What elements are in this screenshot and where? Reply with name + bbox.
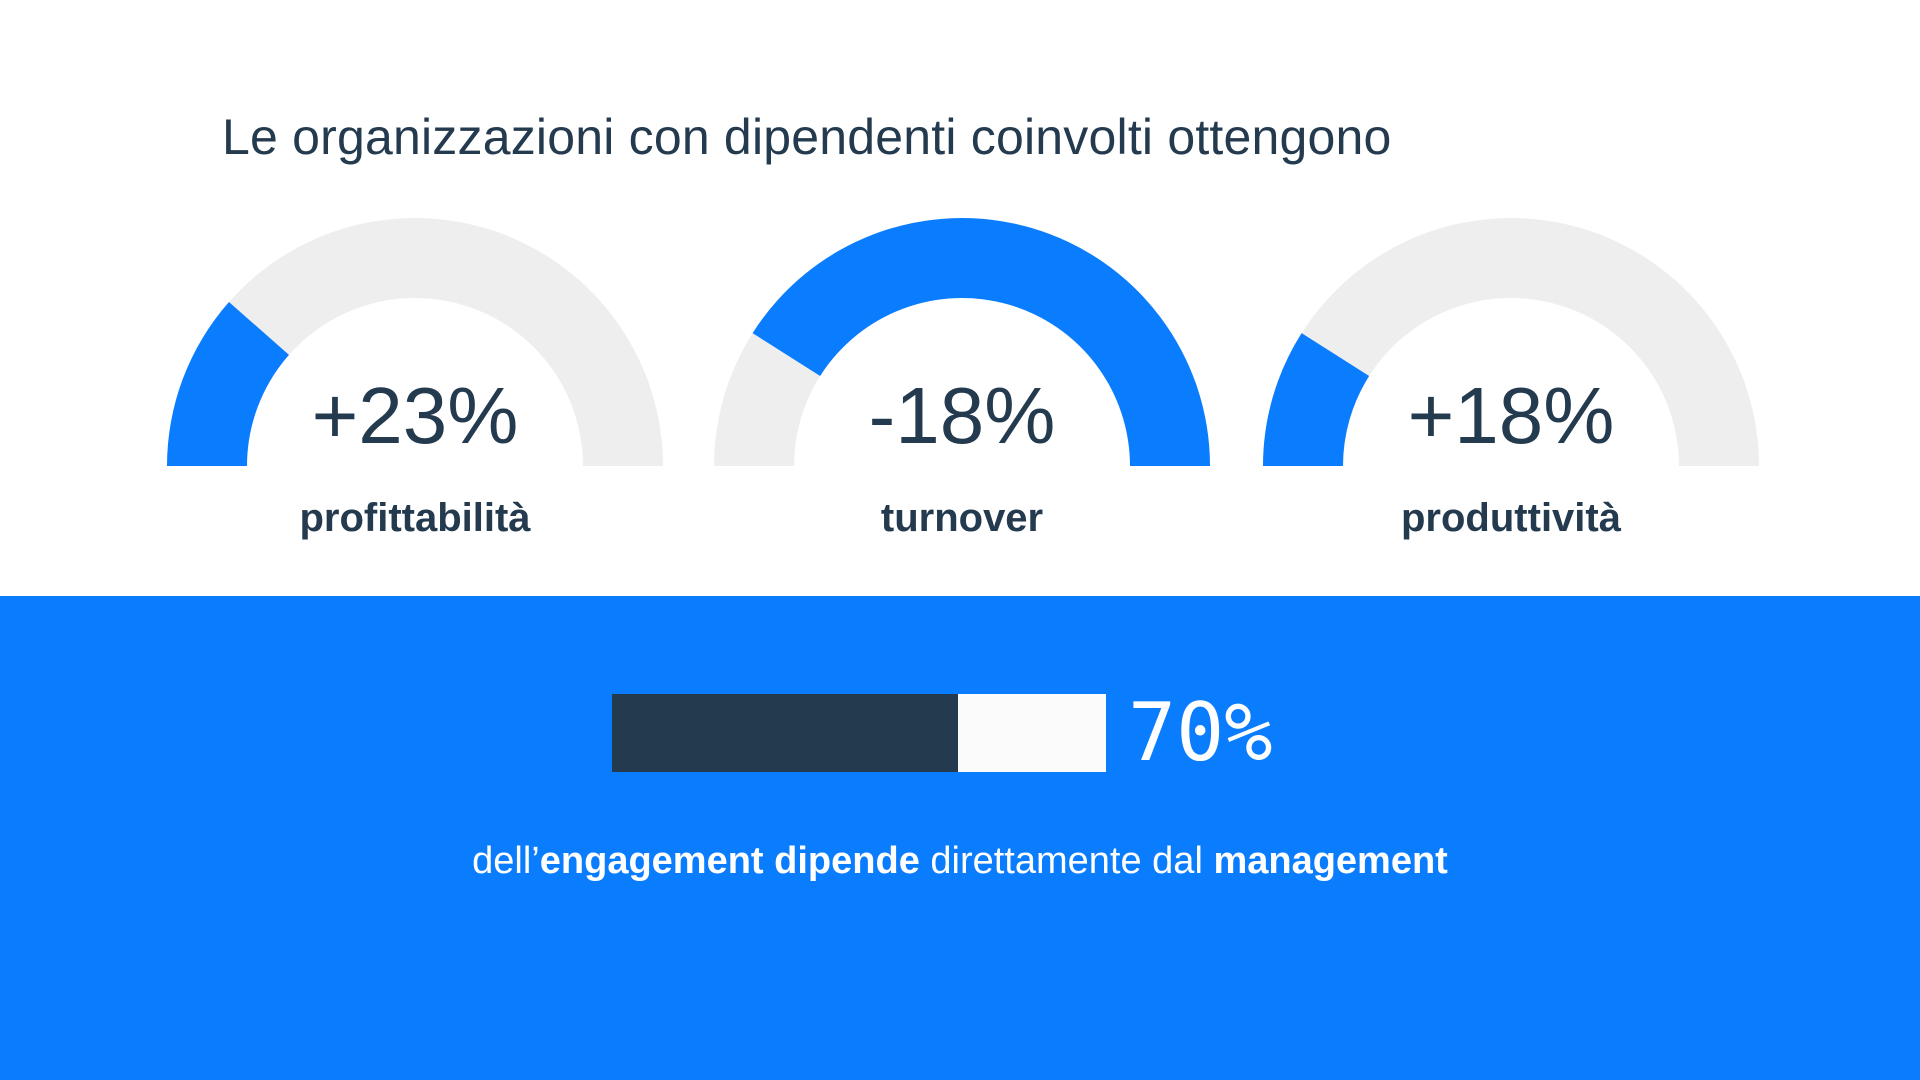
caption-part-bold: engagement dipende — [539, 840, 920, 882]
gauge-track — [1263, 218, 1759, 466]
gauge-value: +23% — [311, 371, 519, 460]
caption-part-bold: management — [1213, 840, 1448, 882]
caption-part: direttamente dal — [919, 840, 1214, 882]
gauge-value: +18% — [1407, 371, 1615, 460]
gauge-profittabilita: +23% profittabilità — [165, 200, 665, 540]
gauge-arc — [714, 218, 1210, 466]
gauge-arc — [167, 218, 663, 466]
gauge-fill — [752, 218, 1210, 466]
caption: dell’engagement dipende direttamente dal… — [0, 840, 1920, 883]
blue-band — [0, 596, 1920, 1080]
page-title: Le organizzazioni con dipendenti coinvol… — [222, 109, 1392, 165]
gauge-track — [167, 218, 663, 466]
gauge-turnover: -18% turnover — [712, 200, 1212, 540]
progress-value: 70% — [1128, 686, 1273, 779]
gauge-produttivita: +18% produttività — [1261, 200, 1761, 540]
caption-part: dell’ — [472, 840, 540, 882]
progress-bar — [612, 694, 1106, 772]
gauge-label: produttività — [1401, 496, 1621, 540]
gauge-label: turnover — [880, 496, 1044, 540]
gauge-arc — [1263, 218, 1759, 466]
gauge-value: -18% — [868, 371, 1056, 460]
gauge-label: profittabilità — [299, 496, 531, 540]
gauge-fill — [1263, 333, 1370, 466]
progress-bar-fill — [612, 694, 958, 772]
gauge-fill — [167, 301, 289, 466]
